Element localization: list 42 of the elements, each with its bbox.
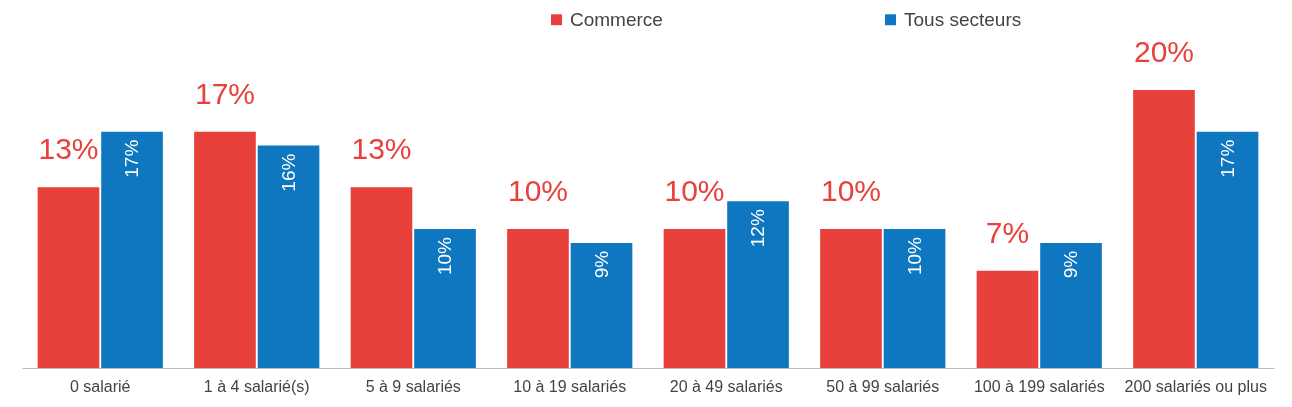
bar — [883, 229, 946, 368]
data-label: 10% — [434, 236, 456, 276]
data-label: 13% — [38, 132, 99, 166]
data-label: 17% — [194, 76, 255, 110]
x-tick-label: 20 à 49 salariés — [669, 377, 783, 395]
x-tick-label: 5 à 9 salariés — [365, 377, 461, 395]
x-tick-label: 200 salariés ou plus — [1124, 377, 1267, 395]
x-tick-label: 10 à 19 salariés — [513, 377, 627, 395]
data-label: 17% — [1216, 139, 1238, 178]
bar — [37, 187, 100, 368]
bar — [1196, 131, 1259, 368]
x-tick-label: 0 salarié — [70, 377, 131, 395]
data-label: 10% — [903, 236, 925, 276]
data-label: 7% — [985, 215, 1030, 249]
bar — [194, 131, 256, 368]
x-tick-label: 1 à 4 salarié(s) — [203, 377, 310, 395]
bar — [101, 131, 163, 368]
legend-label: Commerce — [570, 8, 663, 30]
data-label: 9% — [1060, 250, 1082, 279]
bar — [350, 187, 413, 368]
data-label: 13% — [351, 132, 412, 166]
bar — [663, 229, 726, 368]
bar — [727, 201, 789, 368]
legend-label: Tous secteurs — [904, 8, 1022, 30]
bar — [976, 270, 1039, 368]
data-label: 10% — [507, 174, 568, 207]
bar — [414, 229, 476, 368]
bar — [570, 242, 633, 368]
data-label: 12% — [747, 209, 769, 248]
data-label: 16% — [277, 153, 299, 192]
data-label: 9% — [590, 250, 612, 279]
bar — [820, 229, 882, 368]
data-label: 20% — [1133, 35, 1194, 68]
bar — [1133, 90, 1195, 368]
bar — [1040, 242, 1102, 368]
bar — [507, 229, 569, 368]
bar — [257, 145, 320, 368]
x-tick-label: 100 à 199 salariés — [973, 377, 1105, 395]
data-label: 17% — [121, 139, 143, 178]
data-label: 10% — [820, 174, 881, 207]
x-tick-label: 50 à 99 salariés — [826, 377, 940, 395]
data-label: 10% — [664, 174, 725, 207]
